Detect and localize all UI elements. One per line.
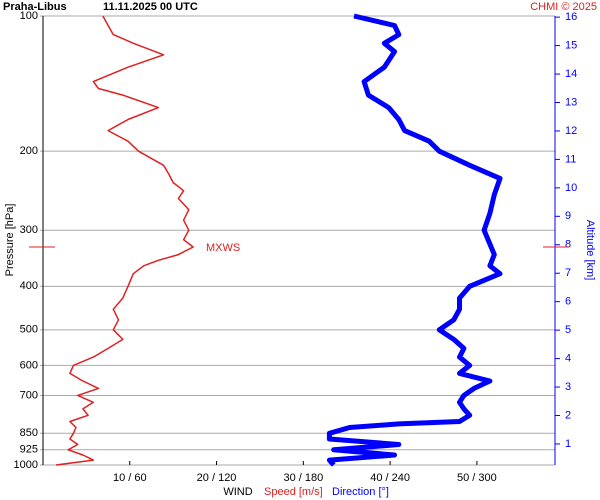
y2-tick-label: 4 — [565, 352, 571, 364]
y-tick-label: 300 — [20, 224, 38, 236]
x-tick-label: 20 / 120 — [197, 472, 237, 484]
y2-tick-label: 6 — [565, 296, 571, 308]
y2-tick-label: 15 — [565, 39, 577, 51]
y-tick-label: 700 — [20, 389, 38, 401]
credit: CHMI © 2025 — [530, 1, 597, 13]
y-tick-label: 100 — [20, 10, 38, 22]
chart-subtitle: 11.11.2025 00 UTC — [103, 1, 198, 13]
profile-line — [326, 13, 503, 467]
y2-tick-label: 3 — [565, 381, 571, 393]
x-axis-label: WIND — [223, 486, 252, 498]
legend-label: Direction [°] — [332, 486, 389, 498]
x-tick-label: 10 / 60 — [113, 472, 147, 484]
y-tick-label: 850 — [20, 427, 38, 439]
y2-tick-label: 14 — [565, 68, 577, 80]
y-tick-label: 600 — [20, 359, 38, 371]
y2-tick-label: 12 — [565, 125, 577, 137]
y2-tick-label: 16 — [565, 11, 577, 23]
y2-tick-label: 2 — [565, 409, 571, 421]
y2-tick-label: 10 — [565, 182, 577, 194]
y-tick-label: 200 — [20, 145, 38, 157]
y-tick-label: 1000 — [14, 459, 38, 471]
y2-tick-label: 7 — [565, 267, 571, 279]
y2-tick-label: 1 — [565, 438, 571, 450]
profile-line — [55, 15, 194, 466]
y2-axis-label: Altitude [km] — [584, 220, 596, 281]
x-tick-label: 30 / 180 — [283, 472, 323, 484]
max-wind-label: MXWS — [206, 242, 240, 254]
legend-label: Speed [m/s] — [264, 486, 323, 498]
y-tick-label: 925 — [20, 444, 38, 456]
x-tick-label: 40 / 240 — [370, 472, 410, 484]
y2-tick-label: 13 — [565, 96, 577, 108]
y-tick-label: 400 — [20, 280, 38, 292]
y2-tick-label: 11 — [565, 153, 576, 165]
y-axis-label: Pressure [hPa] — [4, 204, 16, 277]
x-tick-label: 50 / 300 — [457, 472, 497, 484]
y2-tick-label: 5 — [565, 324, 571, 336]
y2-tick-label: 8 — [565, 239, 571, 251]
y2-tick-label: 9 — [565, 210, 571, 222]
y-tick-label: 500 — [20, 324, 38, 336]
chart-title: Praha-Libus — [3, 1, 67, 13]
